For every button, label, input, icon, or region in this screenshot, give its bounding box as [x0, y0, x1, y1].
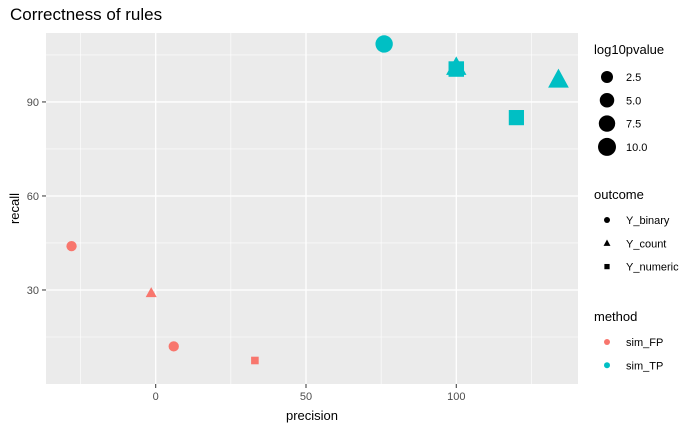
legend-method-label: sim_FP: [626, 337, 663, 349]
minor-gridlines: [46, 33, 578, 384]
legend-outcome: outcome Y_binary Y_count Y_numeric: [594, 187, 679, 274]
plot-panel: [46, 33, 578, 384]
legend-outcome-key: [603, 239, 611, 246]
y-tick-label: 60: [27, 191, 39, 203]
legend-outcome-key: [604, 263, 610, 270]
data-point: [168, 341, 179, 352]
data-point: [66, 240, 77, 252]
legend-outcome-label: Y_count: [626, 238, 666, 250]
data-point: [548, 68, 569, 88]
x-tick-label: 50: [300, 391, 312, 403]
major-gridlines: [46, 33, 578, 384]
chart-title: Correctness of rules: [10, 5, 162, 24]
x-tick-label: 0: [153, 391, 159, 403]
axis-ticks: 0 50 100 30 60 90: [27, 97, 466, 403]
legend-method-key: [604, 339, 610, 345]
data-point: [375, 35, 393, 53]
y-axis-title: recall: [7, 193, 22, 224]
legend-size-title: log10pvalue: [594, 42, 664, 57]
data-point: [508, 110, 524, 126]
legend-method-key: [604, 362, 610, 369]
x-axis-title: precision: [286, 408, 338, 423]
legend-method-title: method: [594, 309, 637, 324]
legend-size-key: [601, 71, 613, 83]
data-point: [448, 61, 465, 77]
legend-outcome-label: Y_numeric: [626, 262, 679, 274]
legend-size-key: [598, 137, 616, 156]
legend-size-label: 7.5: [626, 119, 641, 131]
legend-method-label: sim_TP: [626, 360, 663, 372]
legend-size-key: [599, 93, 615, 108]
y-tick-label: 90: [27, 97, 39, 109]
legend-size: log10pvalue 2.5 5.0 7.5 10.0: [594, 42, 664, 156]
y-tick-label: 30: [27, 285, 39, 297]
legend-outcome-key: [604, 217, 610, 223]
data-point: [251, 356, 259, 365]
legend-size-key: [598, 115, 616, 132]
legend-outcome-label: Y_binary: [626, 215, 670, 227]
legend-outcome-title: outcome: [594, 187, 644, 202]
legend-size-label: 5.0: [626, 95, 641, 107]
x-tick-label: 100: [447, 391, 465, 403]
data-points: [66, 35, 569, 365]
legend-size-label: 2.5: [626, 72, 641, 84]
legend-size-label: 10.0: [626, 142, 647, 154]
legend-method: method sim_FP sim_TP: [594, 309, 663, 372]
data-point: [145, 287, 157, 298]
